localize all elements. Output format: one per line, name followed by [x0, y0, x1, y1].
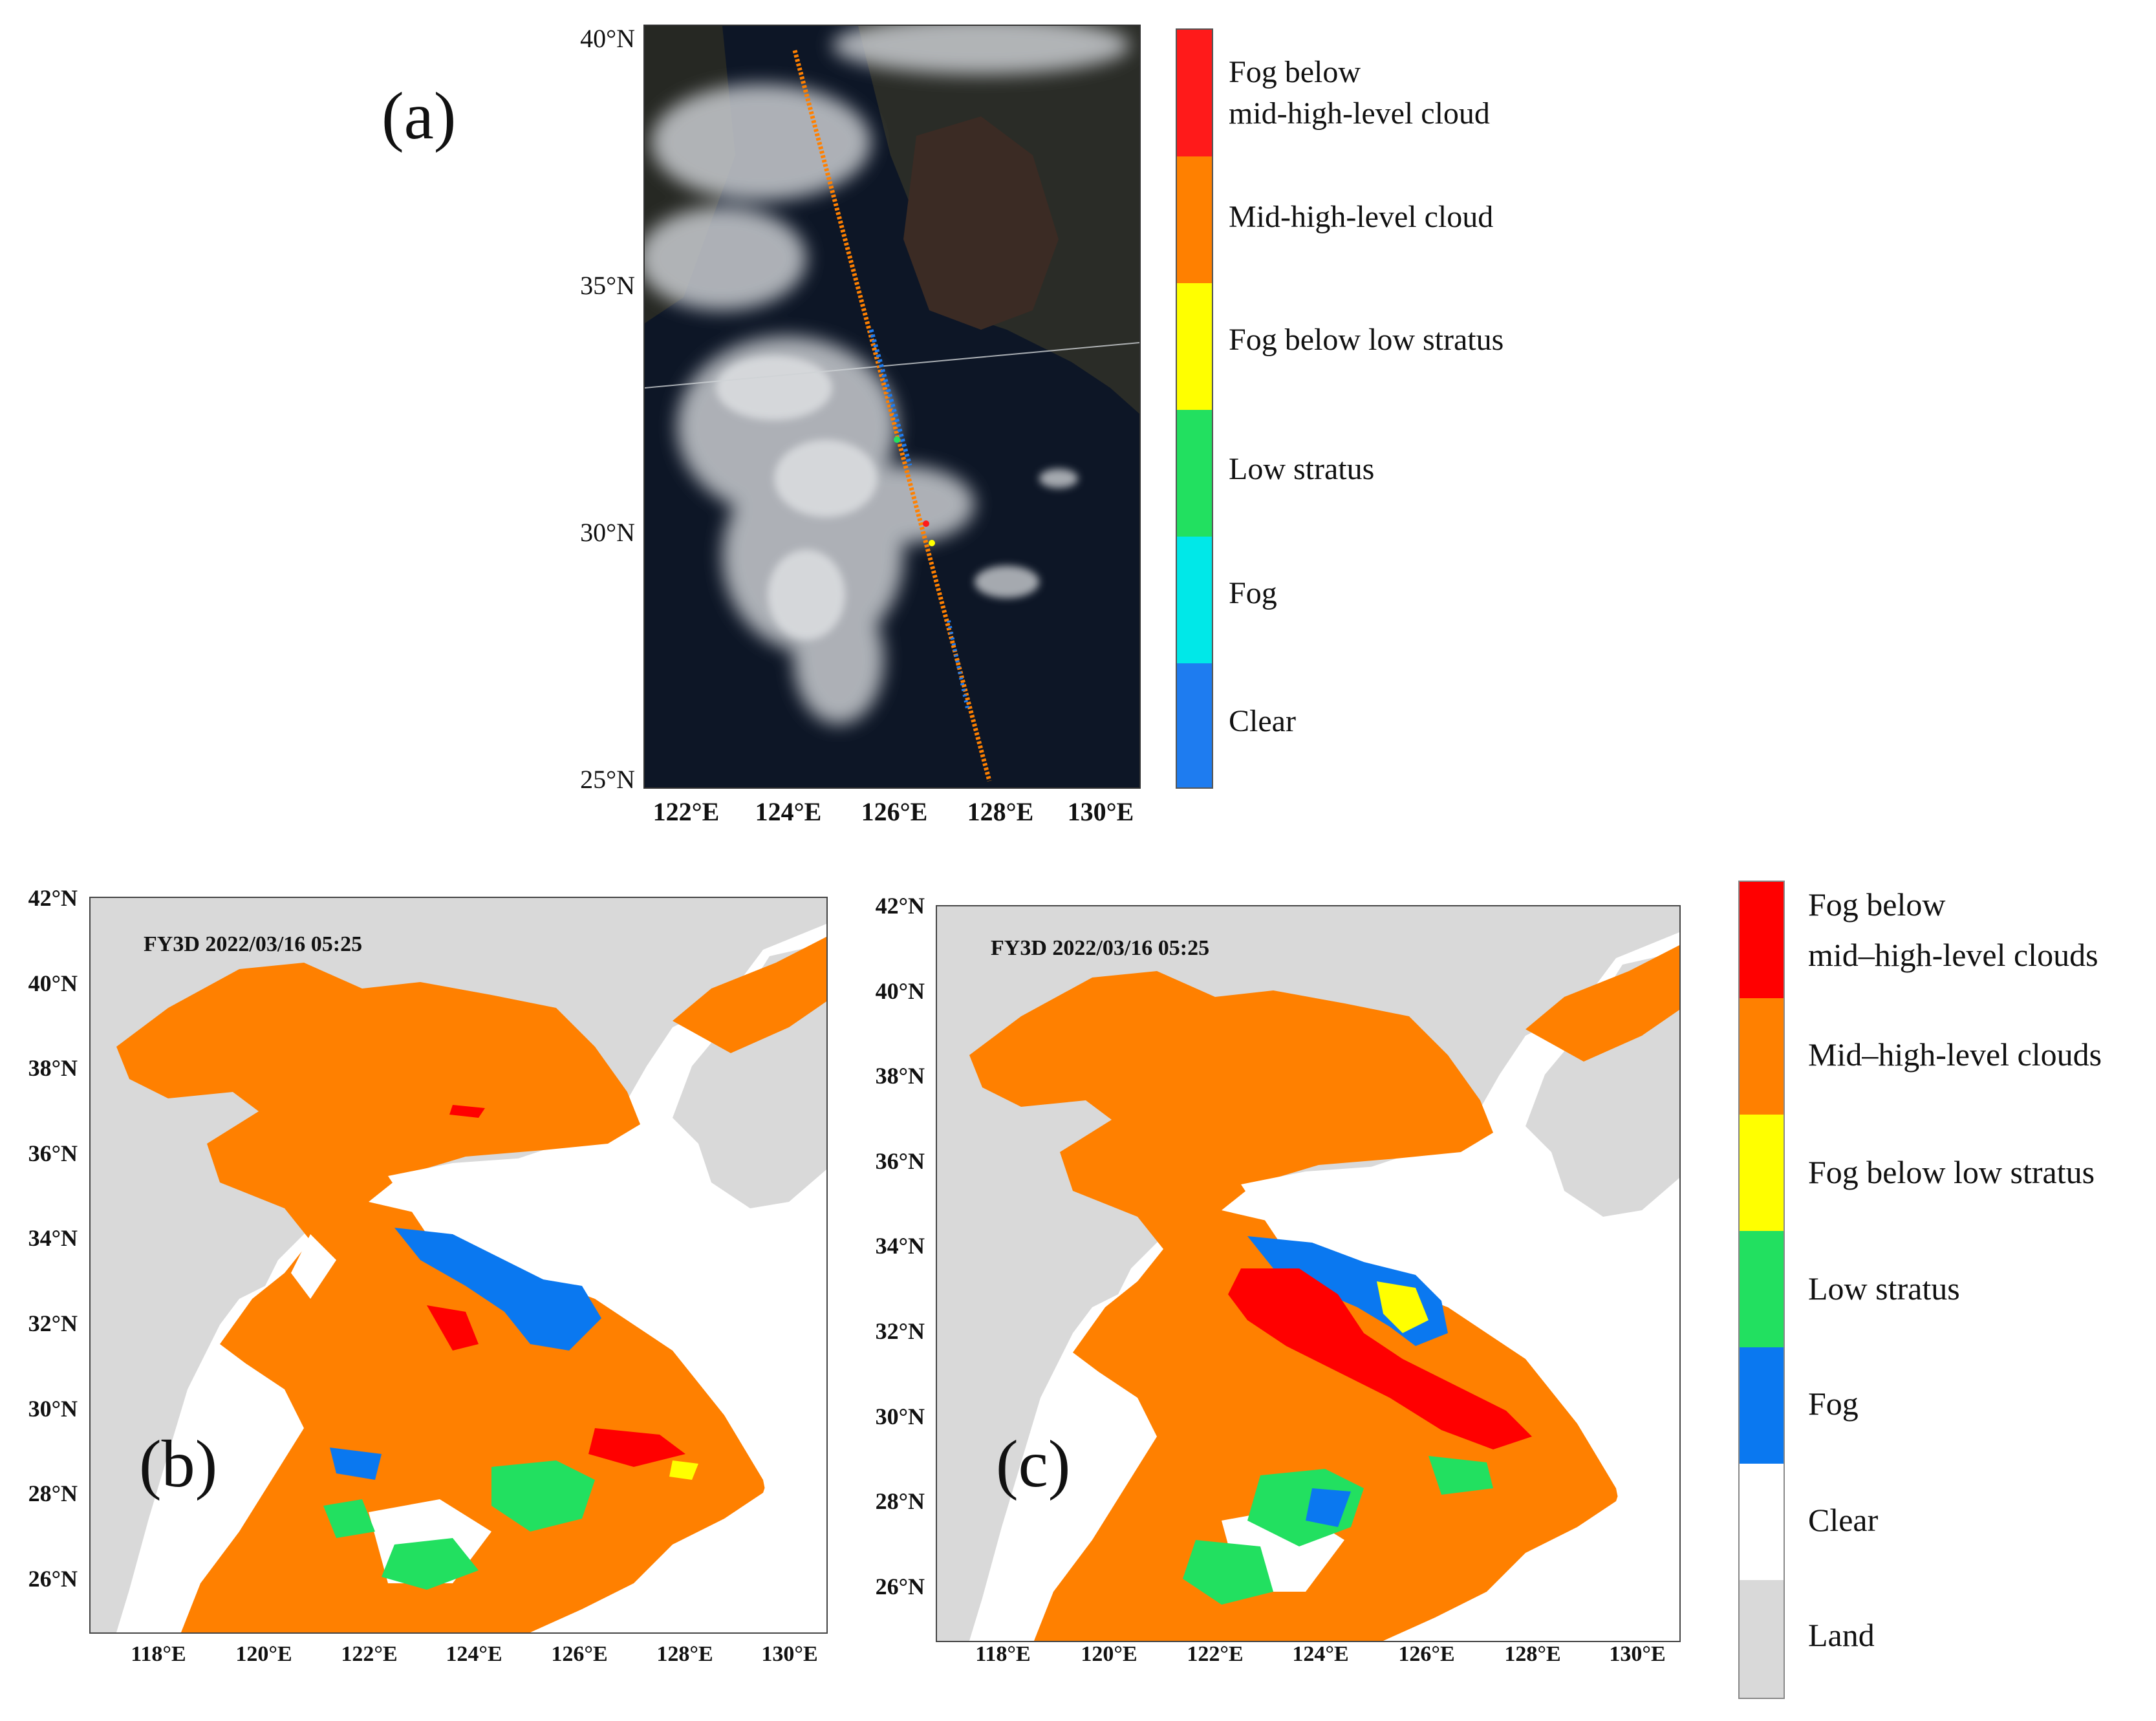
lat-tick: 32°N [875, 1318, 925, 1344]
panel-c-timestamp: FY3D 2022/03/16 05:25 [991, 936, 1210, 960]
legend-label: Land [1808, 1617, 1875, 1653]
lon-tick: 130°E [761, 1642, 818, 1666]
legend-swatch-mid-high [1177, 156, 1212, 283]
fog-classification-map-c [937, 906, 1679, 1641]
lat-tick: 34°N [875, 1233, 925, 1259]
lon-tick: 122°E [1187, 1642, 1244, 1666]
lat-tick: 25°N [580, 765, 635, 794]
lon-tick: 130°E [1067, 797, 1134, 826]
legend-label: Mid–high-level clouds [1808, 1036, 2102, 1073]
lon-tick: 124°E [1292, 1642, 1349, 1666]
lat-tick: 42°N [875, 893, 925, 919]
lon-tick: 120°E [235, 1642, 292, 1666]
legend-swatch-fog-below-low-stratus [1177, 283, 1212, 410]
legend-label: Low stratus [1229, 452, 1375, 486]
legend-swatch-low-stratus [1740, 1231, 1784, 1347]
calipso-track [792, 50, 992, 782]
lat-tick: 30°N [580, 518, 635, 547]
lat-tick: 42°N [28, 885, 78, 911]
legend-swatch-clear [1740, 1464, 1784, 1580]
panel-a-map [638, 16, 1141, 789]
satellite-true-color-image [638, 16, 1140, 787]
panel-b-label: (b) [139, 1427, 218, 1501]
lat-tick: 35°N [580, 271, 635, 300]
lat-tick: 32°N [28, 1310, 78, 1336]
lat-tick: 36°N [875, 1148, 925, 1174]
legend-label: Mid-high-level cloud [1229, 200, 1494, 234]
legend-label: Clear [1229, 704, 1296, 738]
lon-tick: 122°E [341, 1642, 398, 1666]
legend-label: Fog [1229, 576, 1277, 610]
legend-label: Fog below mid-high-level cloud [1229, 55, 1490, 131]
lon-tick: 120°E [1081, 1642, 1137, 1666]
legend-swatch-fog-below-mid-high [1177, 30, 1212, 156]
lon-tick: 124°E [755, 797, 822, 826]
lat-tick: 30°N [875, 1404, 925, 1429]
lat-tick: 28°N [875, 1488, 925, 1514]
legend-swatch-fog [1740, 1347, 1784, 1464]
lon-tick: 128°E [1504, 1642, 1561, 1666]
legend-label: Fog below low stratus [1229, 323, 1504, 357]
panel-bc-legend-colorbar [1738, 881, 1785, 1699]
lat-tick: 40°N [28, 970, 78, 996]
legend-label: Clear [1808, 1502, 1879, 1538]
lon-tick: 128°E [967, 797, 1034, 826]
lat-tick: 36°N [28, 1140, 78, 1166]
lon-tick: 126°E [551, 1642, 608, 1666]
lat-tick: 26°N [875, 1574, 925, 1599]
legend-label: Low stratus [1808, 1270, 1960, 1307]
lat-tick: 34°N [28, 1225, 78, 1251]
fog-classification-map-b [91, 898, 826, 1632]
panel-c-label: (c) [996, 1427, 1071, 1501]
legend-label: Fog [1808, 1385, 1859, 1422]
legend-label: Fog below low stratus [1808, 1154, 2095, 1190]
lon-tick: 128°E [656, 1642, 713, 1666]
legend-swatch-clear [1177, 663, 1212, 787]
lon-tick: 118°E [975, 1642, 1031, 1666]
lon-tick: 122°E [652, 797, 720, 826]
legend-swatch-fog-below-low-stratus [1740, 1115, 1784, 1231]
lat-tick: 26°N [28, 1566, 78, 1592]
lon-tick: 126°E [1398, 1642, 1455, 1666]
panel-b-timestamp: FY3D 2022/03/16 05:25 [144, 932, 363, 956]
lon-tick: 118°E [131, 1642, 186, 1666]
lat-tick: 30°N [28, 1396, 78, 1422]
panel-a-legend-colorbar [1176, 28, 1213, 789]
legend-swatch-fog [1177, 537, 1212, 663]
lat-tick: 38°N [875, 1063, 925, 1089]
lat-tick: 28°N [28, 1480, 78, 1506]
legend-label: Fog below mid–high-level clouds [1808, 886, 2098, 973]
panel-b-map [89, 897, 828, 1634]
panel-c-map [936, 905, 1681, 1642]
lat-tick: 38°N [28, 1055, 78, 1081]
lon-tick: 124°E [446, 1642, 502, 1666]
legend-swatch-mid-high [1740, 998, 1784, 1115]
panel-a-label: (a) [382, 79, 457, 153]
lat-tick: 40°N [875, 978, 925, 1004]
lon-tick: 130°E [1609, 1642, 1666, 1666]
lat-tick: 40°N [580, 24, 635, 53]
legend-swatch-low-stratus [1177, 410, 1212, 537]
lon-tick: 126°E [861, 797, 928, 826]
legend-swatch-fog-below-mid-high [1740, 882, 1784, 998]
legend-swatch-land [1740, 1580, 1784, 1698]
